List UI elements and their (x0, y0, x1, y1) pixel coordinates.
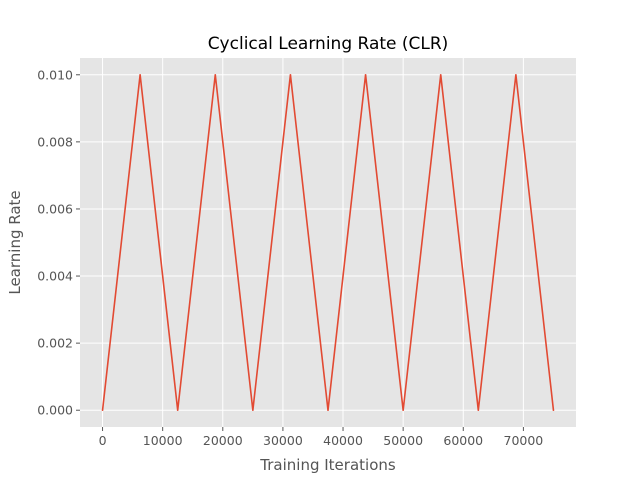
data-point (214, 73, 217, 76)
y-tick-label: 0.004 (37, 269, 73, 284)
x-axis: 0 10000 20000 30000 40000 50000 60000 70000 (99, 427, 544, 448)
data-point (252, 409, 254, 412)
chart-title: Cyclical Learning Rate (CLR) (208, 34, 449, 54)
x-tick-label: 60000 (443, 433, 483, 448)
data-point (176, 409, 179, 412)
plot-area (80, 58, 576, 427)
data-point (439, 73, 442, 76)
data-point (327, 409, 329, 412)
y-axis-label: Learning Rate (6, 190, 24, 294)
data-point (101, 409, 104, 412)
x-tick-label: 0 (99, 433, 107, 448)
y-axis: 0.000 0.002 0.004 0.006 0.008 0.010 (37, 67, 80, 418)
x-tick-label: 50000 (383, 433, 423, 448)
y-tick-label: 0.000 (37, 403, 73, 418)
y-tick-label: 0.002 (37, 336, 73, 351)
data-point (364, 73, 367, 76)
x-tick-label: 30000 (263, 433, 303, 448)
x-tick-label: 10000 (143, 433, 183, 448)
series-layer (101, 73, 555, 412)
y-tick-label: 0.008 (37, 134, 73, 149)
data-point (552, 409, 555, 412)
y-tick-label: 0.010 (37, 67, 73, 82)
y-tick-label: 0.006 (37, 201, 73, 216)
x-tick-label: 40000 (323, 433, 363, 448)
x-axis-label: Training Iterations (259, 456, 396, 474)
data-point (477, 409, 480, 412)
data-point (139, 73, 141, 76)
x-tick-label: 70000 (504, 433, 544, 448)
data-point (515, 73, 517, 76)
data-point (289, 73, 292, 76)
data-point (402, 409, 404, 412)
x-tick-label: 20000 (203, 433, 243, 448)
